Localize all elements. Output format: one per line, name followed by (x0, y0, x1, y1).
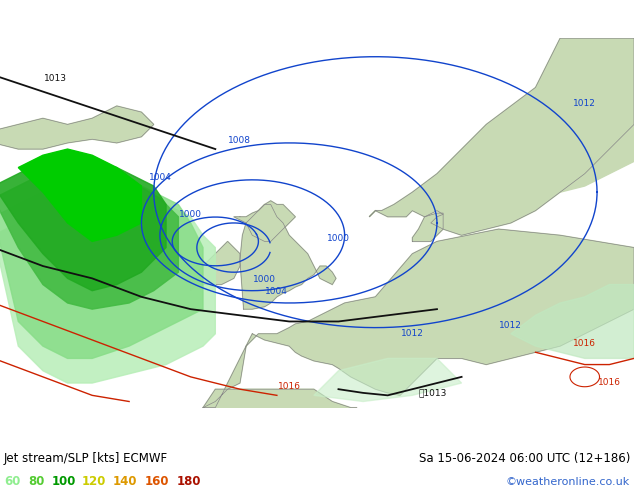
Polygon shape (0, 168, 178, 309)
Text: 1016: 1016 (278, 382, 301, 391)
Text: 120: 120 (82, 475, 107, 489)
Polygon shape (197, 389, 357, 475)
Polygon shape (0, 106, 154, 149)
Text: Sa 15-06-2024 06:00 UTC (12+186): Sa 15-06-2024 06:00 UTC (12+186) (418, 452, 630, 465)
Text: 1012: 1012 (401, 329, 424, 338)
Text: 1012: 1012 (500, 320, 522, 330)
Text: 1000: 1000 (253, 275, 276, 284)
Text: ©weatheronline.co.uk: ©weatheronline.co.uk (506, 477, 630, 487)
Text: 1012: 1012 (573, 99, 596, 108)
Text: 1000: 1000 (327, 234, 350, 244)
Polygon shape (314, 358, 462, 401)
Text: 80: 80 (28, 475, 44, 489)
Text: 1016: 1016 (598, 378, 621, 388)
Polygon shape (191, 242, 240, 291)
Polygon shape (203, 229, 634, 408)
Polygon shape (412, 213, 443, 242)
Text: 160: 160 (145, 475, 169, 489)
Polygon shape (234, 201, 295, 242)
Text: 1000: 1000 (179, 210, 202, 219)
Text: 60: 60 (4, 475, 20, 489)
Text: 140: 140 (113, 475, 138, 489)
Text: 1008: 1008 (228, 136, 252, 145)
Text: 1013: 1013 (44, 74, 67, 83)
Polygon shape (369, 38, 634, 235)
Text: 1004: 1004 (148, 173, 171, 182)
Text: Jet stream/SLP [kts] ECMWF: Jet stream/SLP [kts] ECMWF (4, 452, 168, 465)
Text: 100: 100 (52, 475, 76, 489)
Polygon shape (511, 285, 634, 358)
Text: ⁳1013: ⁳1013 (418, 389, 447, 397)
Polygon shape (0, 173, 203, 358)
Polygon shape (240, 204, 336, 309)
Text: 1016: 1016 (573, 339, 596, 348)
Polygon shape (0, 155, 166, 291)
Text: 180: 180 (177, 475, 202, 489)
Polygon shape (18, 149, 141, 242)
Text: 1004: 1004 (266, 287, 288, 296)
Polygon shape (536, 38, 634, 192)
Polygon shape (0, 186, 216, 383)
